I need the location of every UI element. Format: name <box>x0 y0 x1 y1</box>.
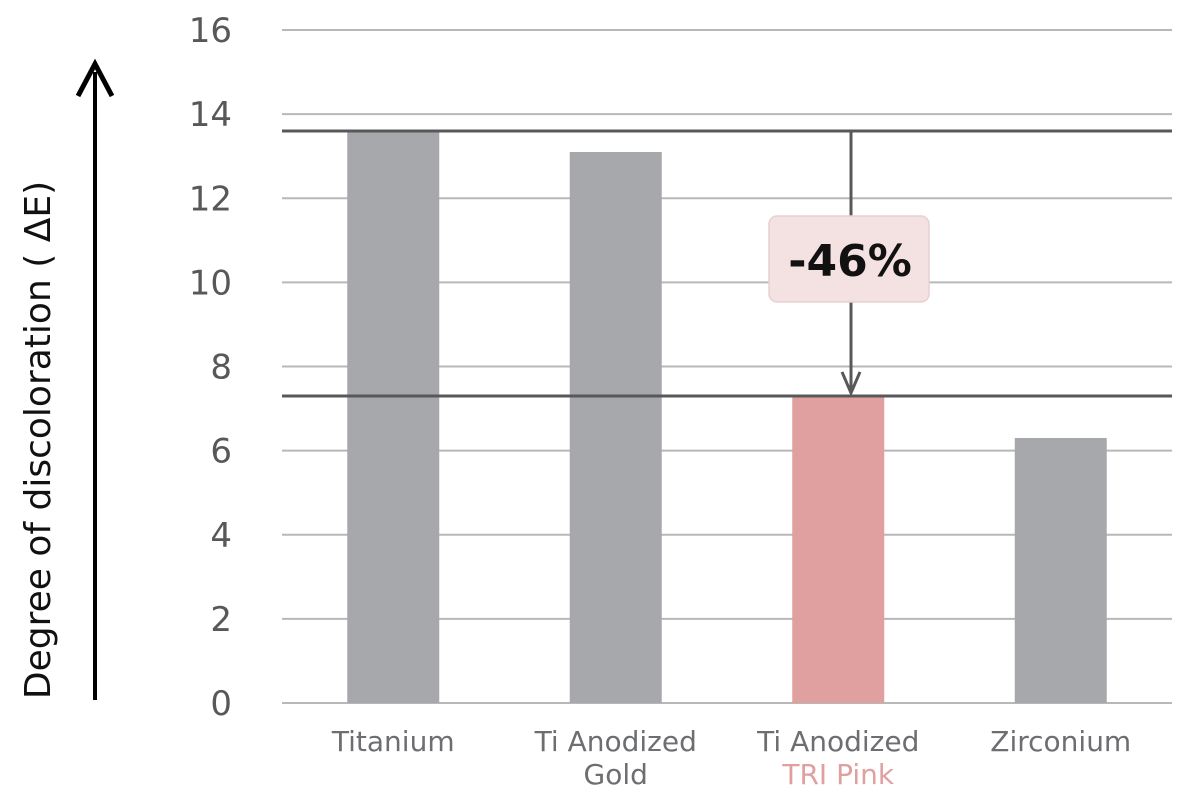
y-tick-label: 6 <box>210 432 232 472</box>
bar <box>569 151 662 703</box>
y-tick-label: 12 <box>189 179 232 219</box>
category-label-line2: TRI Pink <box>781 758 895 789</box>
y-tick-label: 14 <box>189 95 232 135</box>
bar <box>1014 438 1107 703</box>
bars <box>347 130 1107 703</box>
bar <box>347 130 440 703</box>
category-label: Titanium <box>331 725 455 758</box>
y-tick-label: 4 <box>210 516 232 556</box>
y-axis-label: Degree of discoloration ( ΔE) <box>18 181 59 699</box>
category-label: Ti Anodized <box>534 725 697 758</box>
category-label-line2: Gold <box>584 758 648 789</box>
y-tick-label: 16 <box>189 11 232 51</box>
reduction-badge <box>768 215 930 303</box>
y-tick-label: 10 <box>189 263 232 303</box>
reference-lines <box>282 129 1172 398</box>
bar <box>792 395 885 703</box>
y-axis-ticks: 0 2 4 6 8 10 12 14 16 <box>189 11 232 724</box>
y-tick-label: 8 <box>210 348 232 388</box>
y-tick-label: 0 <box>210 684 232 724</box>
category-label: Zirconium <box>990 725 1131 758</box>
y-axis-arrow <box>75 58 115 700</box>
reduction-callout: -46% <box>768 130 930 397</box>
reduction-percent: -46% <box>788 236 912 287</box>
category-label: Ti Anodized <box>756 725 919 758</box>
y-tick-label: 2 <box>210 600 232 640</box>
reduction-arrow-head <box>840 371 862 397</box>
